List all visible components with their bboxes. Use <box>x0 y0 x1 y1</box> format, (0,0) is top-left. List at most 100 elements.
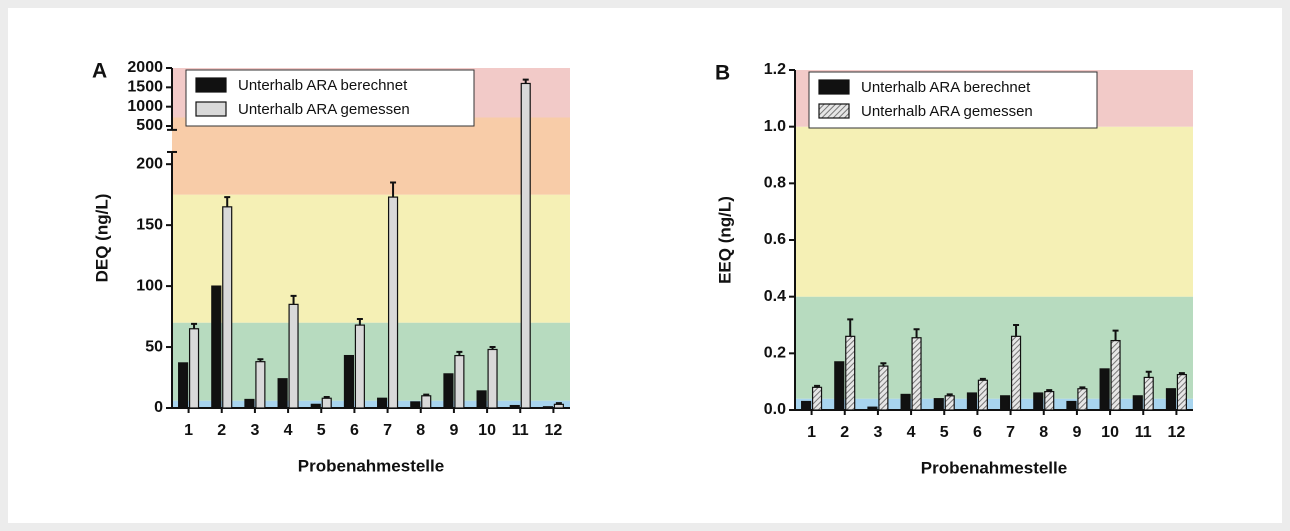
background-band <box>795 296 1193 399</box>
x-tick-label: 6 <box>350 422 359 439</box>
x-tick-label: 5 <box>940 424 949 441</box>
y-tick-label: 150 <box>136 216 163 233</box>
y-tick-label: 500 <box>136 117 163 134</box>
error-bar <box>555 402 562 405</box>
x-tick-label: 11 <box>1135 424 1152 441</box>
bar <box>1044 390 1055 411</box>
bar <box>188 328 200 409</box>
bar <box>343 354 355 409</box>
legend-box <box>808 71 1098 129</box>
y-tick-label: 100 <box>136 277 163 294</box>
bar <box>454 354 465 409</box>
bar <box>222 206 233 409</box>
bar <box>811 386 823 411</box>
bar <box>1099 368 1110 411</box>
background-band <box>172 322 570 401</box>
bar <box>553 403 564 409</box>
bar <box>944 395 955 411</box>
background-band <box>172 194 570 323</box>
legend-box <box>185 69 475 127</box>
bar <box>377 397 388 409</box>
error-bar <box>1112 329 1119 341</box>
bar <box>310 403 321 409</box>
bar <box>977 379 988 411</box>
legend-label: Unterhalb ARA gemessen <box>238 101 410 118</box>
bar <box>845 335 856 411</box>
x-tick-label: 1 <box>184 422 193 439</box>
bar <box>878 365 889 411</box>
bar <box>354 324 365 409</box>
bar <box>933 398 944 411</box>
x-tick-label: 12 <box>545 422 563 439</box>
bar <box>520 82 531 409</box>
y-axis-title: DEQ (ng/L) <box>92 194 111 283</box>
bar <box>1033 392 1044 411</box>
bar <box>542 406 554 409</box>
bar <box>178 362 189 409</box>
bar <box>410 401 421 409</box>
error-bar <box>979 377 986 381</box>
bar <box>244 398 255 409</box>
y-tick-label: 0.8 <box>764 175 786 192</box>
bar <box>255 361 266 409</box>
error-bar <box>257 358 264 362</box>
error-bar <box>224 196 231 207</box>
bar <box>1000 395 1011 411</box>
bar <box>387 196 399 409</box>
x-tick-label: 2 <box>840 424 849 441</box>
legend-label: Unterhalb ARA berechnet <box>861 79 1031 96</box>
x-tick-label: 9 <box>449 422 458 439</box>
bar <box>277 378 288 409</box>
error-bar <box>1145 370 1152 378</box>
panel-label: B <box>715 62 730 85</box>
error-bar <box>323 396 330 399</box>
bar <box>443 373 454 409</box>
panel-label: A <box>92 60 107 83</box>
bar <box>1077 388 1088 411</box>
x-tick-label: 10 <box>478 422 496 439</box>
x-tick-label: 4 <box>907 424 916 441</box>
x-axis-title: Probenahmestelle <box>921 458 1067 477</box>
y-tick-label: 0 <box>154 399 163 416</box>
error-bar <box>880 362 887 367</box>
background-band <box>795 398 1193 410</box>
error-bar <box>1079 386 1086 389</box>
legend-label: Unterhalb ARA berechnet <box>238 77 408 94</box>
error-bar <box>390 181 397 198</box>
bar <box>834 361 845 411</box>
bar <box>1143 376 1154 411</box>
bar <box>1165 388 1177 411</box>
legend-swatch <box>195 101 227 117</box>
bar <box>321 397 332 409</box>
x-tick-label: 4 <box>284 422 293 439</box>
y-axis-title: EEQ (ng/L) <box>715 196 734 284</box>
bar <box>1132 395 1143 411</box>
background-band <box>172 117 570 195</box>
bar <box>211 285 222 409</box>
x-tick-label: 5 <box>317 422 326 439</box>
error-bar <box>191 322 198 329</box>
bar <box>867 406 878 411</box>
legend-swatch <box>818 79 850 95</box>
x-axis-title: Probenahmestelle <box>298 456 444 475</box>
legend-swatch <box>195 77 227 93</box>
error-bar <box>290 294 297 305</box>
error-bar <box>847 318 854 337</box>
bar <box>801 400 812 411</box>
x-tick-label: 9 <box>1072 424 1081 441</box>
x-tick-label: 7 <box>1006 424 1015 441</box>
y-tick-label: 0.6 <box>764 231 786 248</box>
bar <box>421 395 432 409</box>
bar <box>487 348 498 409</box>
y-tick-label: 200 <box>136 155 163 172</box>
bar <box>1010 335 1022 411</box>
y-tick-label: 0.4 <box>764 288 786 305</box>
x-tick-label: 12 <box>1168 424 1186 441</box>
x-tick-label: 2 <box>217 422 226 439</box>
x-tick-label: 8 <box>416 422 425 439</box>
error-bar <box>1013 324 1020 337</box>
x-tick-label: 6 <box>973 424 982 441</box>
x-tick-label: 3 <box>873 424 882 441</box>
error-bar <box>456 350 463 356</box>
